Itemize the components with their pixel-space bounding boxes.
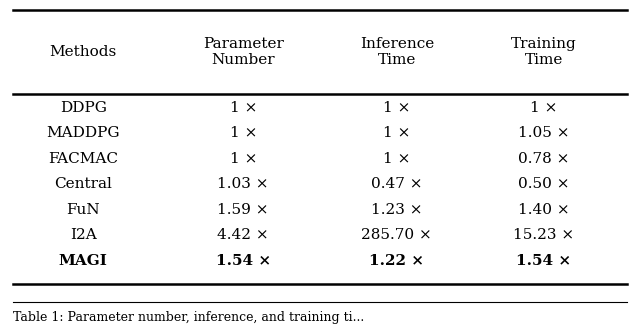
- Text: 4.42 ×: 4.42 ×: [218, 228, 269, 242]
- Text: 0.47 ×: 0.47 ×: [371, 177, 422, 191]
- Text: 1.59 ×: 1.59 ×: [218, 203, 269, 217]
- Text: 1.40 ×: 1.40 ×: [518, 203, 570, 217]
- Text: Methods: Methods: [49, 45, 117, 59]
- Text: MADDPG: MADDPG: [46, 126, 120, 140]
- Text: 15.23 ×: 15.23 ×: [513, 228, 575, 242]
- Text: 1 ×: 1 ×: [383, 126, 410, 140]
- Text: 1 ×: 1 ×: [383, 100, 410, 115]
- Text: 1 ×: 1 ×: [230, 126, 257, 140]
- Text: 1.23 ×: 1.23 ×: [371, 203, 422, 217]
- Text: 1.03 ×: 1.03 ×: [218, 177, 269, 191]
- Text: 1 ×: 1 ×: [531, 100, 557, 115]
- Text: Training
Time: Training Time: [511, 37, 577, 67]
- Text: I2A: I2A: [70, 228, 97, 242]
- Text: 1.54 ×: 1.54 ×: [216, 254, 271, 268]
- Text: FACMAC: FACMAC: [48, 152, 118, 166]
- Text: 1.05 ×: 1.05 ×: [518, 126, 570, 140]
- Text: Inference
Time: Inference Time: [360, 37, 434, 67]
- Text: 0.78 ×: 0.78 ×: [518, 152, 570, 166]
- Text: FuN: FuN: [67, 203, 100, 217]
- Text: Central: Central: [54, 177, 112, 191]
- Text: Table 1: Parameter number, inference, and training ti...: Table 1: Parameter number, inference, an…: [13, 311, 364, 324]
- Text: 1 ×: 1 ×: [230, 152, 257, 166]
- Text: 1 ×: 1 ×: [230, 100, 257, 115]
- Text: 1.22 ×: 1.22 ×: [369, 254, 424, 268]
- Text: 285.70 ×: 285.70 ×: [362, 228, 432, 242]
- Text: DDPG: DDPG: [60, 100, 107, 115]
- Text: 1 ×: 1 ×: [383, 152, 410, 166]
- Text: MAGI: MAGI: [59, 254, 108, 268]
- Text: Parameter
Number: Parameter Number: [203, 37, 284, 67]
- Text: 1.54 ×: 1.54 ×: [516, 254, 572, 268]
- Text: 0.50 ×: 0.50 ×: [518, 177, 570, 191]
